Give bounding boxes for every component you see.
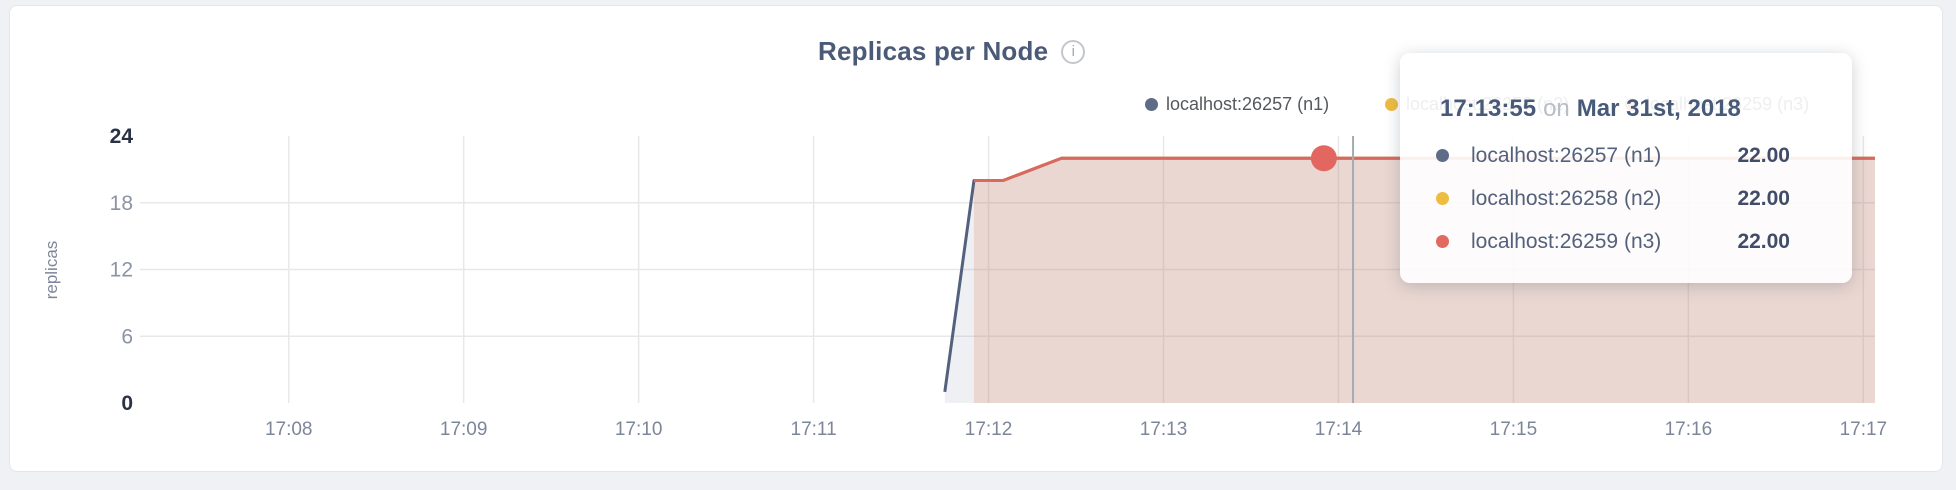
legend-dot-n1 [1145,97,1158,111]
chart-title: Replicas per Node [818,36,1049,66]
y-tick-label: 24 [110,125,134,148]
series-dot-n3 [1436,235,1449,248]
tooltip-series-value: 22.00 [1737,143,1790,167]
tooltip-series-label: localhost:26258 (n2) [1471,186,1662,210]
x-tick-label: 17:13 [1140,419,1188,440]
x-tick-label: 17:14 [1315,419,1363,440]
tooltip-series-value: 22.00 [1737,186,1790,210]
x-tick-label: 17:12 [965,419,1013,440]
x-tick-label: 17:10 [615,419,663,440]
y-tick-label: 18 [110,192,133,215]
tooltip-conjunction: on [1543,95,1570,122]
tooltip-rows: localhost:26257 (n1) 22.00 localhost:262… [1436,134,1790,263]
tooltip-series-label: localhost:26259 (n3) [1471,229,1662,253]
legend-dot-n2 [1385,97,1398,111]
tooltip-series-value: 22.00 [1737,229,1790,253]
x-tick-label: 17:08 [265,419,313,440]
tooltip-row: localhost:26259 (n3) 22.00 [1436,220,1790,263]
chart-header: Replicas per Node i [818,36,1086,67]
y-tick-label: 6 [121,325,133,348]
y-tick-label: 12 [110,259,133,282]
tooltip-series-label: localhost:26257 (n1) [1471,143,1662,167]
info-icon[interactable]: i [1061,39,1086,64]
legend-label: localhost:26257 (n1) [1166,93,1330,114]
x-tick-label: 17:15 [1490,419,1538,440]
tooltip-date: Mar 31st, 2018 [1576,95,1741,122]
tooltip-timestamp: 17:13:55 on Mar 31st, 2018 [1440,95,1741,123]
x-tick-label: 17:16 [1665,419,1713,440]
x-tick-label: 17:17 [1840,419,1888,440]
tooltip-time: 17:13:55 [1440,95,1537,122]
legend-item-n1[interactable]: localhost:26257 (n1) [1145,93,1330,114]
tooltip-row: localhost:26258 (n2) 22.00 [1436,177,1790,220]
y-axis-title: replicas [42,241,61,300]
hover-tooltip: 17:13:55 on Mar 31st, 2018 localhost:26257… [1400,53,1852,283]
hover-point [1310,145,1337,172]
series-dot-n1 [1436,149,1449,162]
x-tick-label: 17:09 [440,419,488,440]
y-tick-label: 0 [121,392,133,415]
series-dot-n2 [1436,192,1449,205]
x-tick-label: 17:11 [791,419,837,440]
tooltip-row: localhost:26257 (n1) 22.00 [1436,134,1790,177]
